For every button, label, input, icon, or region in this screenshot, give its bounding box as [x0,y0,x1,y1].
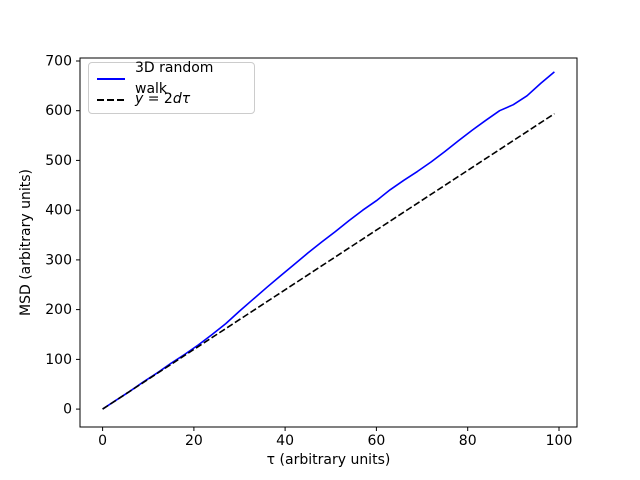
y-tick-label: 400 [45,203,72,219]
legend-label-theory: y = 2dτ [135,89,190,110]
math-eq: = 2 [143,91,173,107]
y-tick-label: 300 [45,252,72,268]
math-dtau: dτ [172,91,191,107]
x-tick-label: 20 [185,433,203,449]
series-line-0 [102,71,555,410]
x-tick-label: 60 [367,433,385,449]
y-tick-label: 0 [63,402,72,418]
legend: 3D random walk y = 2dτ [88,60,255,114]
x-tick-label: 0 [98,433,107,449]
legend-entry-theory: y = 2dτ [97,89,246,110]
x-tick-label: 100 [546,433,573,449]
x-tick-label: 80 [459,433,477,449]
legend-label-random-walk: 3D random walk [135,59,214,97]
series-line-1 [102,113,555,410]
legend-line-solid-icon [97,77,125,80]
x-axis-label: τ (arbitrary units) [267,452,391,468]
plot-border [79,57,578,428]
x-tick-label: 40 [276,433,294,449]
math-y: y [135,91,144,107]
legend-line-dashed-icon [97,98,125,101]
y-axis-label: MSD (arbitrary units) [18,169,34,316]
y-tick-label: 100 [45,352,72,368]
y-tick-label: 600 [45,103,72,119]
y-tick-label: 700 [45,54,72,70]
y-tick-label: 500 [45,153,72,169]
y-tick-label: 200 [45,302,72,318]
legend-entry-random-walk: 3D random walk [97,60,246,97]
